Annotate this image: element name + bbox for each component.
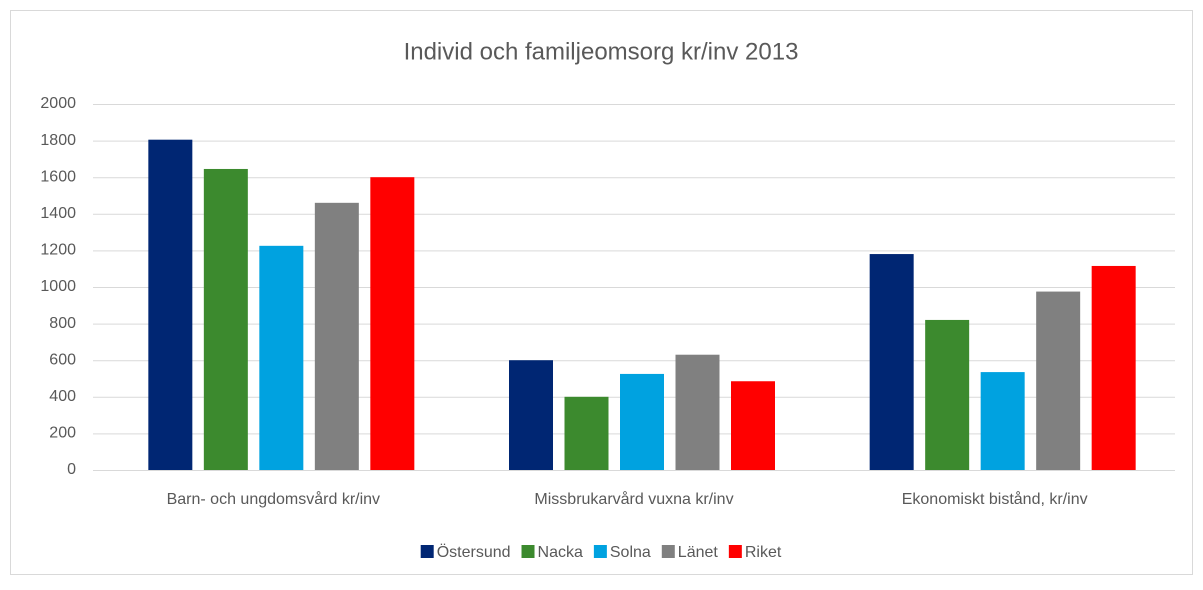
bar (259, 245, 304, 470)
bar (731, 381, 775, 470)
y-tick-label: 400 (49, 388, 76, 405)
y-tick-label: 2000 (40, 95, 76, 112)
legend-label: Östersund (437, 543, 511, 561)
chart-title: Individ och familjeomsorg kr/inv 2013 (404, 38, 799, 65)
bar (675, 354, 720, 470)
y-tick-label: 1800 (40, 132, 76, 149)
bar (980, 372, 1025, 470)
y-tick-label: 1200 (40, 242, 76, 259)
legend-label: Länet (678, 544, 719, 561)
legend-swatch (521, 545, 535, 558)
bar (203, 168, 248, 470)
y-tick-label: 800 (49, 315, 76, 332)
legend-swatch (420, 545, 434, 558)
bar (620, 373, 664, 470)
y-tick-label: 0 (67, 461, 76, 478)
y-tick-label: 1000 (40, 278, 76, 295)
x-tick-label: Missbrukarvård vuxna kr/inv (534, 490, 733, 508)
bar (869, 254, 914, 470)
legend-swatch (728, 545, 742, 558)
bar (925, 319, 970, 470)
bar (1091, 265, 1136, 470)
y-tick-label: 1400 (40, 205, 76, 222)
bar (564, 396, 609, 470)
bar (370, 177, 415, 470)
y-tick-label: 600 (49, 351, 76, 368)
y-tick-label: 200 (49, 425, 76, 442)
legend-label: Riket (745, 544, 782, 561)
x-tick-label: Barn- och ungdomsvård kr/inv (167, 490, 380, 508)
legend-swatch (661, 545, 675, 558)
bar (509, 360, 553, 470)
legend-label: Nacka (538, 544, 583, 561)
bar (1036, 291, 1081, 470)
bar (314, 202, 359, 470)
legend-swatch (593, 545, 607, 558)
x-tick-label: Ekonomiskt bistånd, kr/inv (902, 490, 1088, 508)
y-tick-label: 1600 (40, 168, 76, 185)
bar (148, 139, 193, 470)
legend-label: Solna (610, 544, 651, 561)
